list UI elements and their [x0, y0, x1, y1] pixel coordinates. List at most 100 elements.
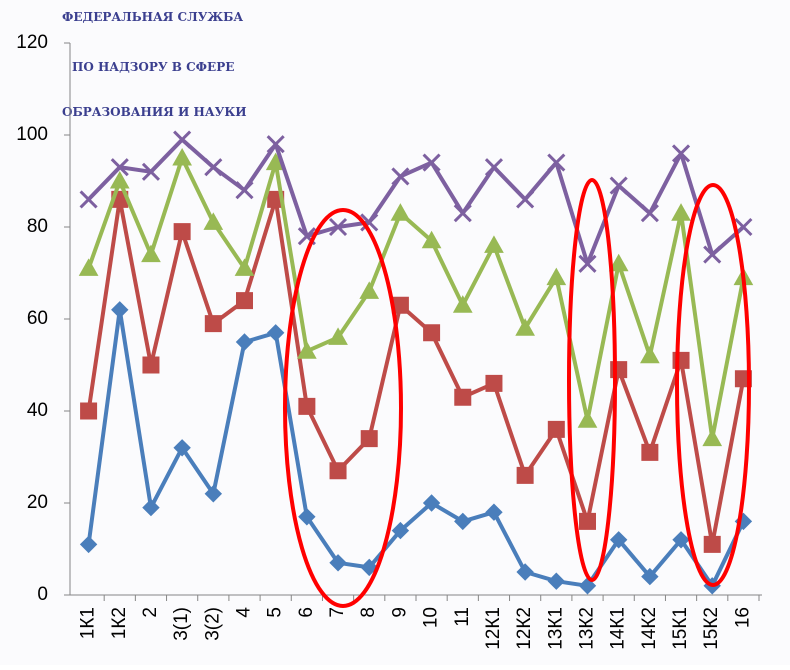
header-line: ФЕДЕРАЛЬНАЯ СЛУЖБА [62, 10, 243, 24]
data-point [577, 410, 598, 428]
data-point [298, 397, 316, 415]
data-point [516, 190, 535, 209]
data-point [640, 204, 659, 223]
data-point [421, 230, 442, 249]
x-tick-label: 4 [234, 607, 255, 618]
highlight-ellipse [283, 208, 403, 608]
data-point [173, 130, 192, 149]
data-point [329, 462, 347, 480]
data-point [390, 203, 411, 221]
data-point [141, 244, 161, 263]
data-point [423, 324, 441, 342]
x-tick-label: 11 [452, 607, 473, 627]
data-point [453, 204, 472, 223]
y-tick-label: 100 [16, 124, 48, 145]
data-point [173, 439, 191, 457]
data-point [235, 181, 254, 200]
data-point [547, 572, 566, 590]
data-point [672, 531, 690, 549]
data-point [391, 521, 410, 540]
y-tick-label: 40 [27, 400, 48, 421]
data-point [203, 212, 224, 230]
data-point [266, 324, 285, 342]
data-point [204, 158, 223, 177]
data-point [329, 554, 347, 572]
x-tick-label: 9 [389, 607, 410, 618]
data-point [360, 213, 379, 232]
data-point [484, 235, 504, 253]
data-point [702, 428, 723, 447]
data-point [204, 485, 223, 503]
data-point [609, 531, 628, 549]
data-point [516, 563, 534, 581]
data-point [236, 292, 253, 310]
data-point [546, 267, 567, 286]
data-point [578, 254, 597, 273]
x-tick-label: 14К1 [608, 607, 629, 650]
data-point [515, 318, 535, 336]
x-tick-label: 13К1 [545, 607, 566, 650]
x-tick-label: 3(2) [202, 607, 223, 641]
data-point [516, 466, 534, 484]
data-point [609, 176, 628, 195]
x-tick-label: 13К2 [577, 607, 598, 650]
series-line [86, 307, 746, 588]
data-point [671, 203, 691, 221]
data-point [79, 190, 98, 209]
y-tick-label: 60 [27, 308, 48, 329]
data-point [454, 512, 472, 531]
data-point [204, 315, 222, 333]
data-point [78, 258, 99, 276]
data-point [641, 443, 659, 461]
data-point [360, 430, 378, 448]
header-line: ОБРАЗОВАНИЯ И НАУКИ [62, 105, 247, 119]
data-point [297, 341, 317, 359]
data-point [172, 147, 192, 166]
data-point [142, 356, 160, 374]
data-point [360, 558, 378, 577]
series-line [87, 137, 745, 266]
x-tick-label: 3(1) [171, 607, 192, 641]
data-point [671, 144, 691, 163]
x-tick-label: 10 [421, 607, 442, 628]
data-point [235, 333, 254, 351]
data-point [579, 512, 596, 530]
data-point [109, 170, 130, 189]
data-point [142, 498, 160, 517]
x-tick-label: 14К2 [639, 607, 660, 650]
data-point [485, 374, 503, 392]
data-point [703, 245, 722, 264]
data-point [266, 135, 285, 154]
x-tick-label: 16 [732, 607, 753, 628]
plot: 0 20 40 60 80 100 120 1К1 1К2 2 3(1) 3(2) 4 5 6 7 8 9 10 11… [16, 32, 760, 650]
data-point [111, 301, 129, 319]
data-point [422, 494, 441, 512]
x-tick-label: 15К2 [701, 607, 722, 650]
x-tick-label: 12К2 [514, 607, 535, 650]
data-point [328, 327, 348, 345]
data-point [485, 503, 503, 521]
data-point [452, 295, 473, 313]
y-tick-label: 0 [37, 584, 48, 605]
x-tick-label: 2 [140, 607, 161, 618]
data-point [359, 281, 380, 299]
highlight-ellipse [675, 183, 751, 587]
data-point [484, 158, 504, 177]
y-tick-label: 120 [16, 32, 48, 53]
x-tick-label: 6 [296, 607, 317, 618]
highlight-ellipse [567, 178, 617, 582]
x-tick-label: 5 [265, 607, 286, 618]
series-line [86, 197, 746, 547]
data-point [608, 253, 629, 272]
data-point [640, 345, 660, 364]
data-point [110, 158, 129, 177]
data-point [234, 258, 255, 276]
data-point [80, 402, 98, 420]
data-point [422, 153, 441, 172]
x-tick-label: 1К1 [78, 607, 99, 639]
x-tick-label: 8 [358, 607, 379, 618]
series-line [86, 156, 746, 441]
data-point [173, 223, 191, 241]
y-tick-label: 80 [27, 216, 48, 237]
